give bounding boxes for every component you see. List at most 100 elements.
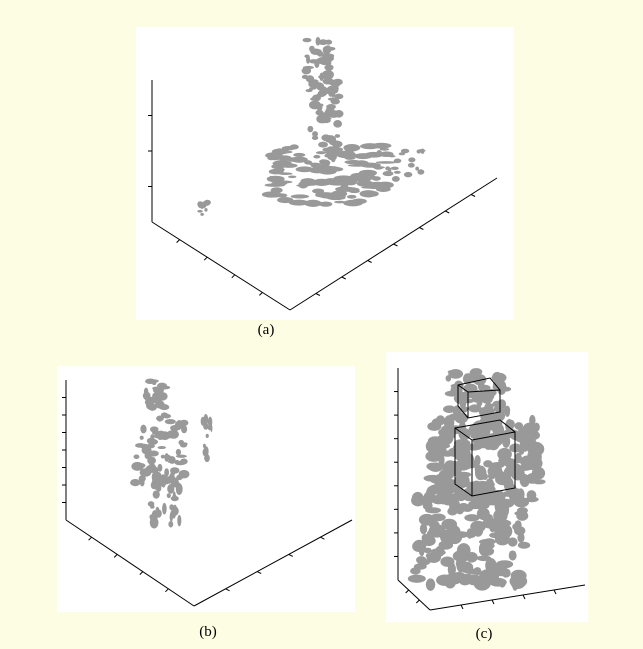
point-blob [495, 563, 508, 576]
point-blob [371, 143, 391, 149]
point-blob [520, 474, 530, 487]
point-blob [374, 167, 382, 170]
point-blob [140, 425, 146, 434]
point-blob [348, 160, 361, 164]
point-blob [399, 152, 405, 155]
point-blob [291, 194, 309, 198]
point-blob [415, 167, 419, 171]
point-blob [448, 370, 462, 374]
point-blob [170, 467, 180, 474]
point-blob [404, 172, 412, 177]
point-blob [298, 181, 308, 188]
point-blob [460, 562, 474, 573]
point-blob [425, 451, 442, 462]
point-blob [494, 405, 503, 412]
point-blob [473, 430, 484, 442]
point-blob [319, 159, 328, 164]
point-blob [169, 473, 175, 484]
point-blob [303, 66, 314, 69]
point-blob [417, 169, 424, 174]
point-blob [514, 526, 525, 535]
point-blob [311, 80, 315, 88]
point-blob [326, 137, 335, 141]
point-blob [170, 512, 173, 522]
point-blob [165, 419, 176, 424]
point-blob [130, 479, 140, 486]
point-blob [167, 493, 171, 498]
point-blob [433, 550, 446, 556]
point-blob [138, 443, 143, 446]
point-blob [479, 542, 487, 555]
point-blob [291, 157, 308, 163]
point-blob [503, 525, 512, 537]
figure: (a) (b) (c) [0, 0, 643, 649]
point-blob [447, 507, 457, 515]
point-blob [441, 463, 455, 469]
point-blob [197, 201, 203, 207]
point-blob [354, 153, 372, 159]
point-blob [444, 574, 456, 589]
point-blob [394, 171, 401, 174]
point-blob [179, 420, 188, 426]
point-blob [330, 81, 340, 86]
point-blob [308, 163, 320, 166]
point-blob [324, 166, 333, 171]
point-blob [410, 567, 421, 574]
point-blob [417, 150, 422, 154]
point-blob [305, 89, 312, 92]
point-blob [516, 511, 528, 521]
point-blob [489, 532, 503, 538]
point-blob [324, 112, 332, 117]
point-blob [521, 441, 529, 452]
point-blob [290, 144, 299, 149]
point-blob [326, 193, 346, 200]
point-blob [441, 519, 457, 530]
point-blob [511, 577, 526, 589]
point-blob [483, 422, 491, 437]
point-blob [376, 186, 391, 192]
point-blob [344, 179, 357, 186]
point-blob [426, 578, 435, 591]
point-blob [369, 191, 379, 196]
point-blob [134, 454, 140, 459]
point-blob [439, 469, 454, 480]
point-blob [317, 104, 323, 111]
point-blob [454, 393, 468, 405]
point-blob [204, 454, 210, 462]
point-blob [278, 155, 290, 161]
point-blob [156, 509, 162, 517]
point-blob [527, 490, 537, 500]
point-blob [427, 529, 442, 537]
point-blob [150, 505, 155, 509]
point-blob [313, 155, 320, 159]
point-blob [269, 169, 284, 175]
point-blob [324, 178, 340, 183]
point-blob [316, 151, 326, 154]
point-blob [169, 430, 179, 439]
point-blob [391, 167, 399, 170]
point-blob [158, 446, 167, 449]
point-blob [293, 153, 305, 157]
point-blob [200, 213, 204, 216]
point-blob [265, 193, 284, 198]
point-blob [443, 405, 456, 413]
point-blob [164, 453, 169, 462]
point-blob [522, 462, 538, 468]
point-blob [419, 543, 425, 557]
point-blob [314, 59, 319, 68]
point-blob [161, 455, 165, 459]
point-blob [315, 181, 323, 185]
panel-label: (a) [258, 322, 275, 338]
point-blob [177, 515, 181, 527]
point-blob [529, 445, 543, 457]
point-blob [421, 148, 425, 153]
point-blob [325, 59, 332, 66]
point-blob [518, 542, 530, 549]
point-blob [437, 491, 450, 504]
point-blob [309, 46, 315, 52]
point-blob [483, 460, 492, 467]
point-blob [502, 503, 509, 517]
point-blob [492, 519, 506, 526]
point-blob [376, 150, 382, 156]
point-blob [345, 149, 354, 152]
